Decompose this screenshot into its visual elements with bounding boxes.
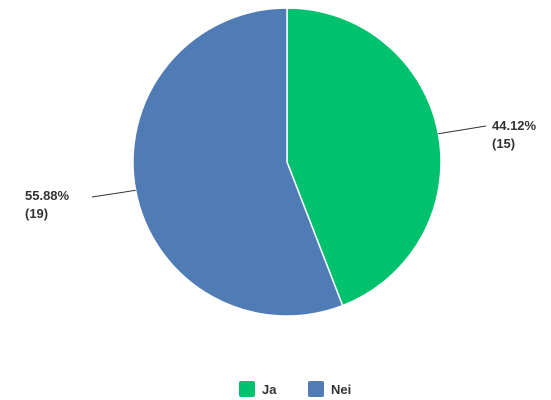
data-label-nei-percent: 55.88% [25,188,70,203]
legend-swatch-nei [308,381,324,397]
leader-line-nei [91,189,136,198]
pie-slice-nei[interactable] [132,7,344,317]
data-labels: 44.12% (15) 55.88% (19) [25,118,537,221]
pie-slices [132,7,442,317]
leader-line-ja [438,125,487,135]
data-label-ja-count: (15) [492,136,515,151]
legend-label-nei: Nei [331,382,351,397]
legend: Ja Nei [239,381,351,397]
data-label-ja-percent: 44.12% [492,118,537,133]
legend-swatch-ja [239,381,255,397]
legend-item-ja[interactable]: Ja [239,381,277,397]
legend-item-nei[interactable]: Nei [308,381,351,397]
data-label-nei-count: (19) [25,206,48,221]
legend-label-ja: Ja [262,382,277,397]
